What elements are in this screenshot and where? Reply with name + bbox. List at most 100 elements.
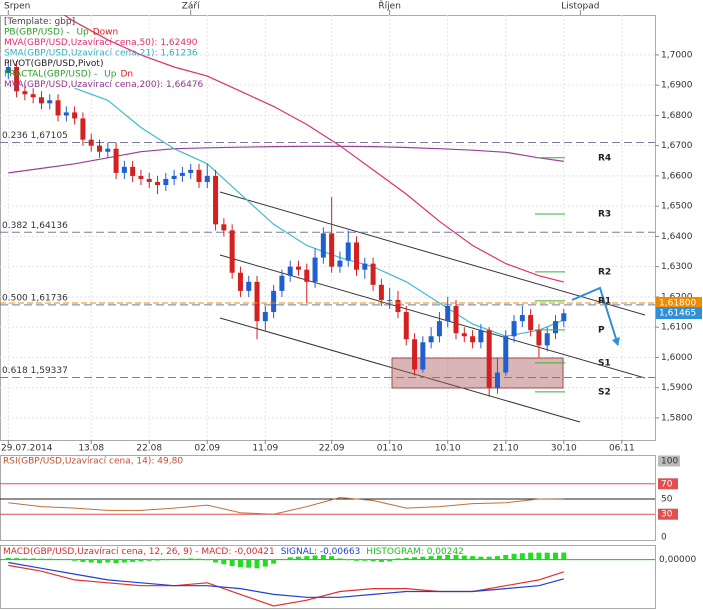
histogram-bar <box>105 559 111 563</box>
x-tick-label: 06.11 <box>609 444 635 454</box>
legend-entry: [Template: gbp] <box>4 17 75 27</box>
histogram-bar <box>412 557 418 560</box>
candle-body <box>229 230 235 273</box>
histogram-bar <box>130 559 136 562</box>
histogram-bar <box>204 559 210 561</box>
rsi-tick-label: 0 <box>661 533 667 543</box>
candle-body <box>519 315 525 322</box>
price-label: 1,61465 <box>659 309 696 319</box>
histogram-bar <box>246 559 252 568</box>
month-label: Listopad <box>561 2 599 12</box>
candle-body <box>188 169 194 173</box>
histogram-bar <box>262 559 268 567</box>
histogram-bar <box>146 559 152 561</box>
histogram-bar <box>229 559 235 566</box>
histogram-bar <box>96 559 102 564</box>
candle-body <box>5 67 11 74</box>
y-tick-label: 1,6600 <box>661 171 693 181</box>
x-tick-label: 29.07.2014 <box>1 444 53 454</box>
histogram-bar <box>420 556 426 560</box>
candle-body <box>536 330 542 346</box>
candle-body <box>80 118 86 140</box>
pivot-label: R2 <box>598 267 611 277</box>
month-label: Říjen <box>378 1 401 12</box>
candle-body <box>362 263 368 270</box>
candle-body <box>55 100 61 116</box>
histogram-bar <box>428 556 434 560</box>
y-tick-label: 1,6800 <box>661 111 693 121</box>
candle-body <box>163 178 169 185</box>
forecast-arrow <box>571 286 619 346</box>
channel-line <box>219 191 646 316</box>
candle-body <box>38 97 44 104</box>
candle-body <box>171 175 177 179</box>
candle-body <box>461 333 467 337</box>
candle-body <box>279 275 285 291</box>
candle-body <box>105 148 111 152</box>
x-tick-label: 11.09 <box>252 444 278 454</box>
histogram-bar <box>561 552 567 560</box>
candle-body <box>63 112 69 116</box>
histogram-bar <box>171 559 177 560</box>
x-tick-label: 21.10 <box>493 444 519 454</box>
legend-entry: PIVOT(GBP/USD,Pivot) <box>4 59 103 69</box>
histogram-bar <box>121 559 127 563</box>
legend-part: Down <box>93 27 119 37</box>
rsi-panel <box>0 455 656 541</box>
histogram-bar <box>155 559 161 561</box>
pivot-label: R1 <box>598 296 611 306</box>
candle-body <box>503 336 509 373</box>
candle-body <box>30 94 36 98</box>
candle-body <box>295 266 301 270</box>
y-tick-label: 1,6400 <box>661 232 693 242</box>
histogram-bar <box>486 556 492 560</box>
x-tick-label: 02.09 <box>194 444 220 454</box>
candle-body <box>196 169 202 182</box>
x-tick-label: 30.10 <box>551 444 577 454</box>
histogram-bar <box>503 554 509 560</box>
histogram-bar <box>304 556 310 560</box>
candle-body <box>412 339 418 370</box>
histogram-bar <box>271 559 277 564</box>
channel-line <box>219 317 581 423</box>
legend-entry: MVA(GBP/USD,Uzavírací cena,200): 1,66476 <box>4 80 204 90</box>
candle-body <box>204 175 210 182</box>
histogram-bar <box>254 559 260 569</box>
candle-body <box>494 372 500 388</box>
fib-label: 0.618 1,59337 <box>2 366 68 376</box>
pivot-label: P <box>598 325 605 335</box>
y-tick-label: 1,6700 <box>661 141 693 151</box>
histogram-bar <box>295 556 301 560</box>
candle-body <box>14 67 20 92</box>
candle-body <box>312 257 318 282</box>
histogram-bar <box>436 555 442 560</box>
legend-part: Up <box>104 69 117 79</box>
candle-body <box>113 148 119 173</box>
histogram-bar <box>362 559 368 561</box>
candle-body <box>96 145 102 152</box>
histogram-bar <box>80 559 86 562</box>
x-tick-label: 13.08 <box>78 444 104 454</box>
histogram-bar <box>221 559 227 565</box>
price-box <box>656 307 702 320</box>
candle-body <box>370 263 376 285</box>
candle-body <box>72 112 78 119</box>
candle-body <box>378 284 384 300</box>
y-tick-label: 1,6000 <box>661 353 693 363</box>
histogram-bar <box>519 553 525 560</box>
histogram-bar <box>511 553 517 560</box>
indicator-line <box>63 15 564 283</box>
candle-body <box>420 342 426 370</box>
pivot-label: R3 <box>598 210 611 220</box>
histogram-bar <box>188 558 194 560</box>
fib-label: 0.500 1,61736 <box>2 293 68 303</box>
legend-part: MVA(GBP/USD,Uzavírací cena,50): 1,62490 <box>4 38 198 48</box>
rsi-line <box>8 496 564 515</box>
histogram-bar <box>287 557 293 560</box>
histogram-bar <box>453 554 459 560</box>
histogram-bar <box>370 559 376 562</box>
legend-part: Dn <box>120 69 133 79</box>
fib-label: 0.382 1,64136 <box>2 221 68 231</box>
candle-body <box>478 330 484 343</box>
histogram-bar <box>312 555 318 560</box>
